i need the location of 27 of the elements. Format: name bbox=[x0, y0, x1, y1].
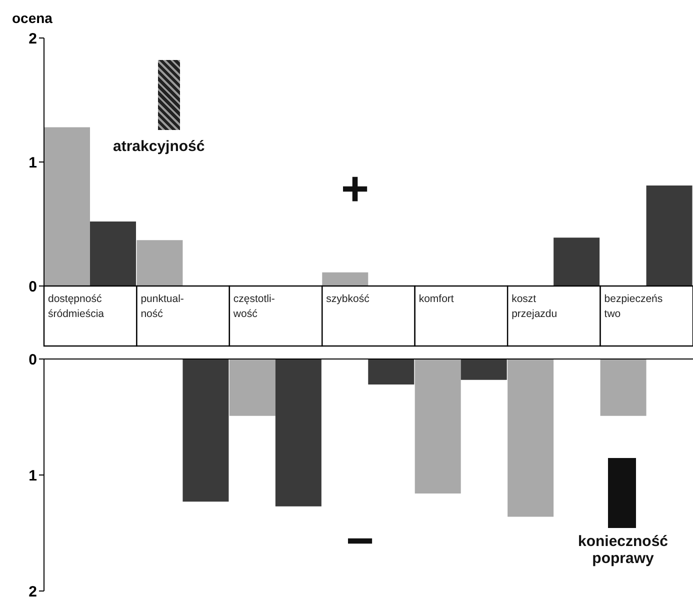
bar bbox=[182, 359, 229, 502]
y-tick-label: 2 bbox=[28, 30, 37, 48]
bar bbox=[414, 359, 461, 494]
x-tick-label: punktual-ność bbox=[140, 293, 184, 320]
y-tick-label: 2 bbox=[28, 583, 37, 600]
annotation: konieczność poprawy bbox=[576, 533, 670, 567]
y-axis-title: ocena bbox=[12, 10, 52, 26]
x-tick-label: częstotli-wość bbox=[232, 293, 276, 320]
x-tick-label: komfort bbox=[418, 293, 454, 305]
bar bbox=[322, 272, 368, 286]
x-tick-label: koszt przejazdu bbox=[512, 293, 558, 320]
x-tick-label: dostępność śródmieścia bbox=[48, 293, 104, 320]
y-tick-label: 0 bbox=[28, 351, 37, 368]
bar bbox=[460, 359, 507, 380]
y-tick-label: 1 bbox=[28, 467, 37, 484]
bar bbox=[275, 359, 322, 506]
annotation: − bbox=[346, 515, 374, 568]
annotation: atrakcyjność bbox=[113, 138, 205, 155]
x-tick-label: bezpieczeństwo bbox=[604, 293, 663, 320]
y-tick-label: 0 bbox=[28, 278, 37, 296]
x-tick-label: szybkość bbox=[326, 293, 370, 305]
bar bbox=[368, 359, 414, 385]
bar bbox=[508, 359, 554, 517]
bar bbox=[600, 359, 646, 416]
annotation: + bbox=[341, 163, 370, 216]
y-tick-label: 1 bbox=[28, 154, 37, 172]
bar bbox=[229, 359, 276, 416]
